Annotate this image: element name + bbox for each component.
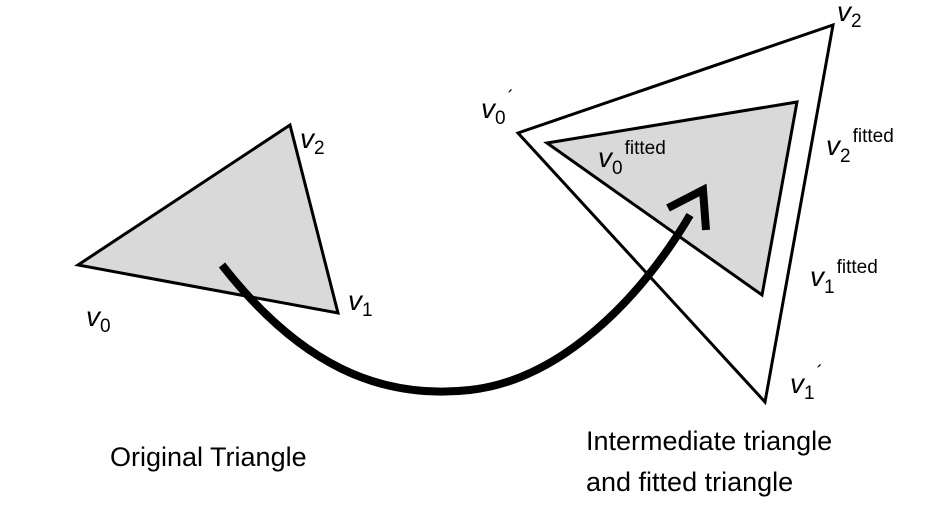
original-triangle [74,122,341,315]
caption-intermediate-line2: and fitted triangle [586,467,793,497]
label-fitted-v2: v2fitted [826,126,894,167]
label-original-v1: v1 [348,285,373,321]
caption-intermediate-line1: Intermediate triangle [586,426,832,456]
label-intermediate-v2: v2´ [837,0,870,32]
label-intermediate-v1: v1´ [790,363,823,404]
fitted-triangle [543,100,799,298]
label-fitted-v0: v0fitted [598,138,666,179]
mapping-arrow-curve [218,212,694,396]
mapping-arrow-head [666,183,710,231]
label-fitted-v1: v1fitted [810,257,878,298]
label-original-v0: v0 [86,301,111,337]
label-original-v2: v2 [300,123,325,159]
label-intermediate-v0: v0´ [481,88,514,129]
caption-original: Original Triangle [110,442,307,472]
